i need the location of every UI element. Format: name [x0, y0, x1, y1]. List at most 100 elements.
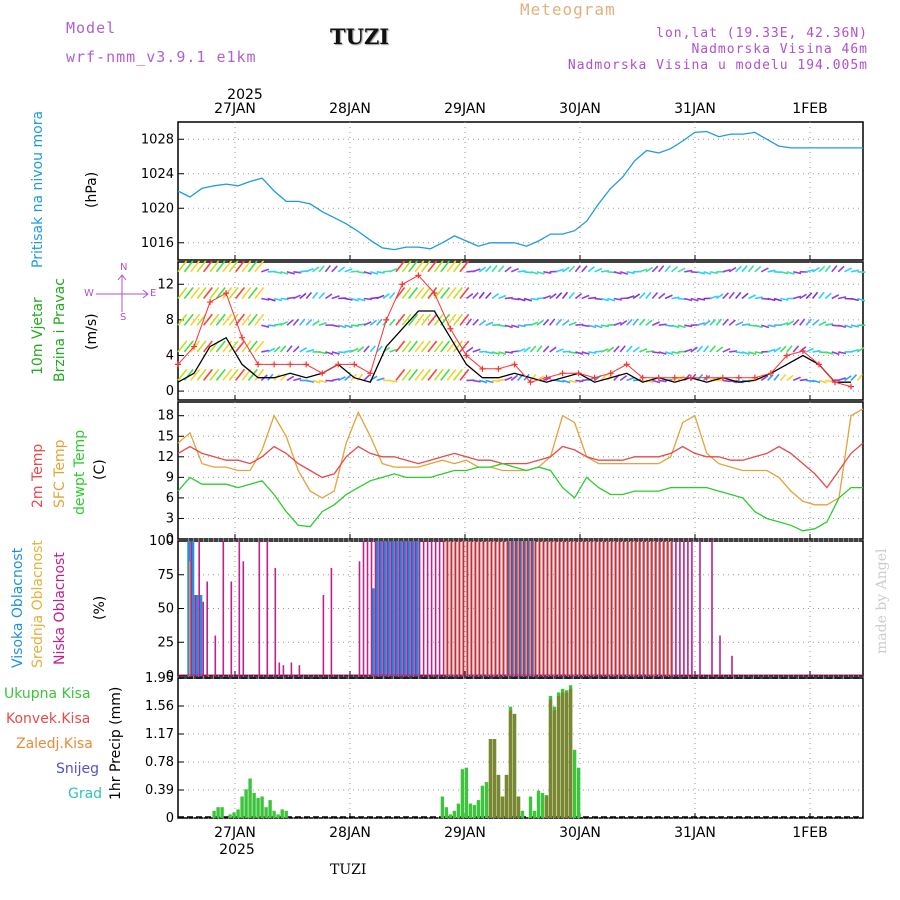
- cloud-bar-low: [362, 541, 365, 676]
- wind-barb: [517, 270, 526, 273]
- wind-barb: [312, 266, 320, 273]
- wind-gust-marker: [639, 374, 646, 381]
- wind-gust-marker: [847, 383, 854, 390]
- wind-barb: [382, 292, 390, 300]
- wind-barb: [728, 319, 736, 326]
- wind-barb: [344, 374, 352, 382]
- wind-barb: [651, 321, 660, 326]
- cloud-bar-low: [366, 541, 369, 676]
- y-tick-label: 12: [157, 277, 174, 292]
- wind-barb: [722, 292, 729, 300]
- wind-barb: [401, 340, 412, 353]
- wind-barb: [254, 287, 265, 299]
- cloud-bar-low: [414, 541, 417, 676]
- wind-gust-marker: [351, 361, 358, 368]
- wind-barb: [414, 313, 425, 326]
- precip-total-bar: [268, 800, 272, 818]
- cloud-bar-mid: [445, 541, 448, 676]
- y-tick-label: 4: [166, 348, 174, 363]
- wind-barb: [363, 321, 372, 326]
- sfc-temp-line: [177, 408, 864, 506]
- wind-barb: [697, 297, 706, 301]
- precip-total-bar: [476, 800, 481, 818]
- wind-barb: [581, 351, 590, 355]
- cloud-bar-mid: [461, 541, 464, 676]
- wind-barb: [696, 271, 706, 275]
- wind-barb: [671, 265, 679, 273]
- precip-convective-bar: [568, 688, 573, 818]
- precip-total-bar: [264, 807, 268, 818]
- wind-barb: [555, 348, 564, 353]
- wind-barb: [754, 351, 763, 355]
- wind-barb: [306, 379, 315, 383]
- cloud-bar-low: [478, 541, 481, 676]
- wind-rose-n: N: [120, 262, 128, 273]
- wind-barb: [414, 368, 425, 381]
- wind-barb: [183, 313, 194, 326]
- cloud-bar-low: [406, 541, 409, 676]
- precip-convective-bar: [496, 774, 501, 818]
- cloud-bar-low: [575, 541, 577, 676]
- wind-barb: [594, 324, 603, 329]
- wind-barb: [844, 324, 853, 329]
- wind-barb: [690, 297, 699, 302]
- wind-barb: [780, 297, 789, 301]
- wind-barb: [626, 318, 633, 326]
- wind-barb: [299, 347, 308, 353]
- cloud-bar-low: [450, 541, 453, 676]
- wind-barb: [735, 321, 744, 326]
- wind-barb: [203, 313, 213, 326]
- wind-barb: [452, 340, 463, 353]
- wind-barb: [312, 379, 321, 384]
- wind-barb: [568, 321, 577, 326]
- cloud-bar-low: [410, 541, 413, 676]
- wind-barb: [408, 313, 419, 326]
- date-label-bottom: 30JAN: [559, 825, 601, 841]
- wind-barb: [318, 265, 325, 273]
- cloud-bar-low: [651, 541, 653, 676]
- precip-total-bar: [284, 810, 288, 818]
- elevation-label: Nadmorska Visina 46m: [691, 42, 868, 57]
- wind-barb: [363, 271, 372, 275]
- y-tick-label: 18: [157, 409, 174, 424]
- wind-gust-marker: [367, 370, 374, 377]
- cloud-bar-low: [214, 635, 217, 676]
- precip-total-bar: [244, 789, 248, 818]
- cloud-bar-high: [531, 541, 535, 676]
- legend-freezing-rain: Zaledj.Kisa: [16, 736, 93, 752]
- wind-rose-e: E: [150, 288, 157, 299]
- cloud-bar-low: [571, 541, 573, 676]
- wind-barb: [677, 324, 686, 329]
- wind-barb: [818, 320, 827, 326]
- wind-barb: [812, 349, 821, 353]
- wind-barb: [805, 347, 814, 353]
- cloud-bar-low: [490, 541, 493, 676]
- wind-barb: [215, 260, 226, 273]
- wind-barb: [472, 268, 481, 273]
- wind-barb: [190, 368, 201, 381]
- cloud-bar-low: [538, 541, 541, 676]
- wind-barb: [427, 260, 438, 273]
- wind-barb: [837, 377, 847, 382]
- cloud-bar-mid: [489, 541, 492, 676]
- wind-barb: [639, 268, 648, 273]
- wind-barb: [498, 351, 507, 355]
- wind-barb: [420, 313, 431, 326]
- cloud-bar-high: [511, 541, 515, 676]
- wind-barb: [459, 340, 470, 353]
- wind-barb: [292, 318, 300, 326]
- y-tick-label: 3: [166, 511, 174, 526]
- wind-barb: [696, 345, 704, 353]
- wind-barb: [324, 265, 332, 273]
- wind-barb: [722, 379, 731, 383]
- cloud-bar-low: [655, 541, 657, 676]
- wind-barb: [363, 297, 372, 301]
- wind-barb: [793, 295, 802, 300]
- cloud-bar-low: [603, 541, 605, 676]
- wind-barb: [324, 293, 333, 300]
- wind-barb: [805, 292, 813, 300]
- cloud-bar-low: [322, 595, 325, 676]
- wind-barb: [722, 268, 731, 273]
- wind-barb: [273, 271, 283, 274]
- y-tick-label: 9: [166, 470, 174, 485]
